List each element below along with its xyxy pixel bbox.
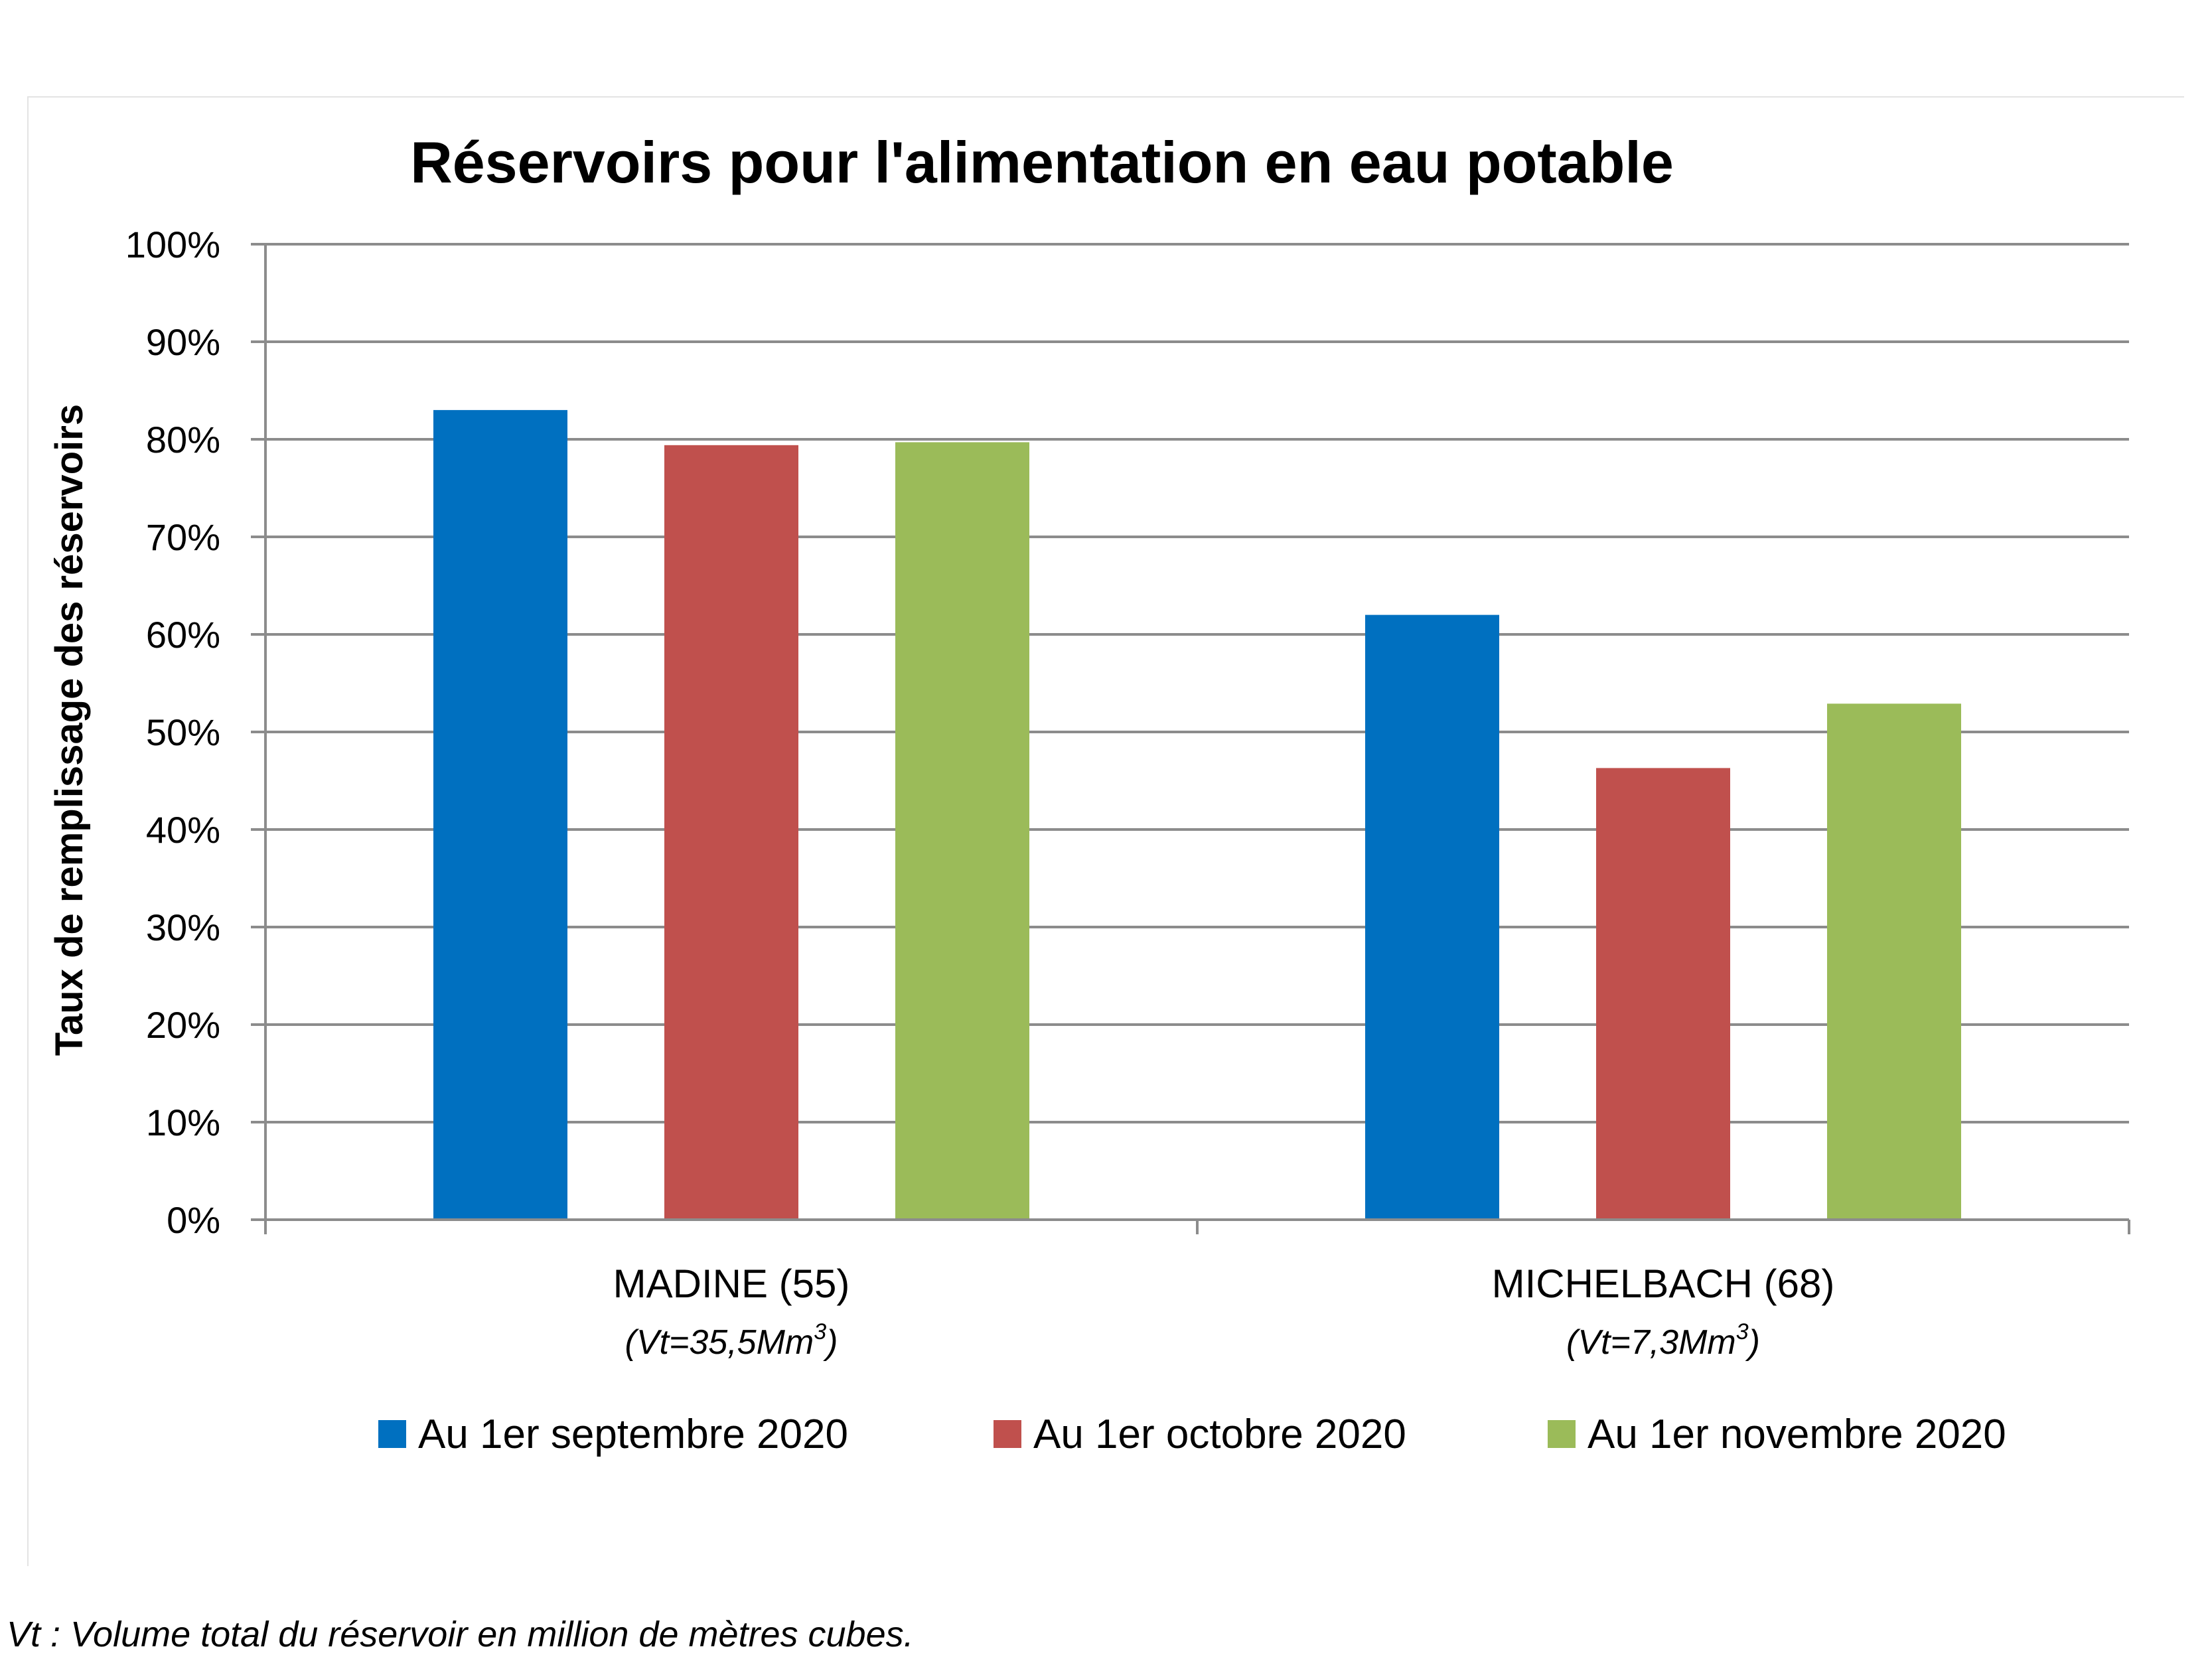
y-tick-label: 40%	[146, 809, 220, 851]
y-tick-label: 20%	[146, 1004, 220, 1046]
legend-label: Au 1er octobre 2020	[1033, 1411, 1406, 1457]
chart-title: Réservoirs pour l'alimentation en eau po…	[410, 129, 1674, 195]
legend-label: Au 1er septembre 2020	[418, 1411, 848, 1457]
bar	[1596, 768, 1730, 1220]
bar	[1365, 614, 1499, 1220]
y-tick-label: 10%	[146, 1102, 220, 1143]
x-category-sublabel: (Vt=7,3Mm3)	[1566, 1319, 1760, 1362]
y-tick-label: 30%	[146, 906, 220, 948]
chart-frame	[27, 96, 2184, 1566]
bar	[1827, 703, 1961, 1220]
y-axis-label: Taux de remplissage des réservoirs	[48, 404, 91, 1056]
bar	[895, 442, 1029, 1220]
bar	[664, 445, 798, 1220]
y-tick-label: 70%	[146, 516, 220, 558]
y-tick-label: 60%	[146, 614, 220, 656]
bars	[433, 409, 1961, 1220]
y-tick-label: 50%	[146, 711, 220, 753]
x-category-label: MICHELBACH (68)	[1492, 1262, 1835, 1306]
x-category-label: MADINE (55)	[613, 1262, 850, 1306]
legend-swatch	[994, 1420, 1021, 1448]
y-tick-labels: 0% 10% 20% 30% 40% 50% 60% 70% 80% 90% 100%	[125, 224, 220, 1241]
x-category-sublabel: (Vt=35,5Mm3)	[625, 1319, 838, 1362]
axes	[251, 243, 2130, 1234]
gridlines	[265, 243, 2129, 1123]
bar	[433, 409, 567, 1220]
legend-swatch	[1548, 1420, 1576, 1448]
footnote: Vt : Volume total du réservoir en millio…	[7, 1615, 914, 1654]
legend: Au 1er septembre 2020 Au 1er octobre 2020…	[378, 1411, 2006, 1457]
x-category-labels: MADINE (55) (Vt=35,5Mm3) MICHELBACH (68) (V…	[613, 1262, 1835, 1362]
y-tick-label: 80%	[146, 419, 220, 461]
y-tick-label: 100%	[125, 224, 220, 265]
legend-swatch	[378, 1420, 406, 1448]
legend-label: Au 1er novembre 2020	[1587, 1411, 2006, 1457]
y-tick-label: 0%	[167, 1199, 220, 1241]
y-tick-label: 90%	[146, 321, 220, 363]
